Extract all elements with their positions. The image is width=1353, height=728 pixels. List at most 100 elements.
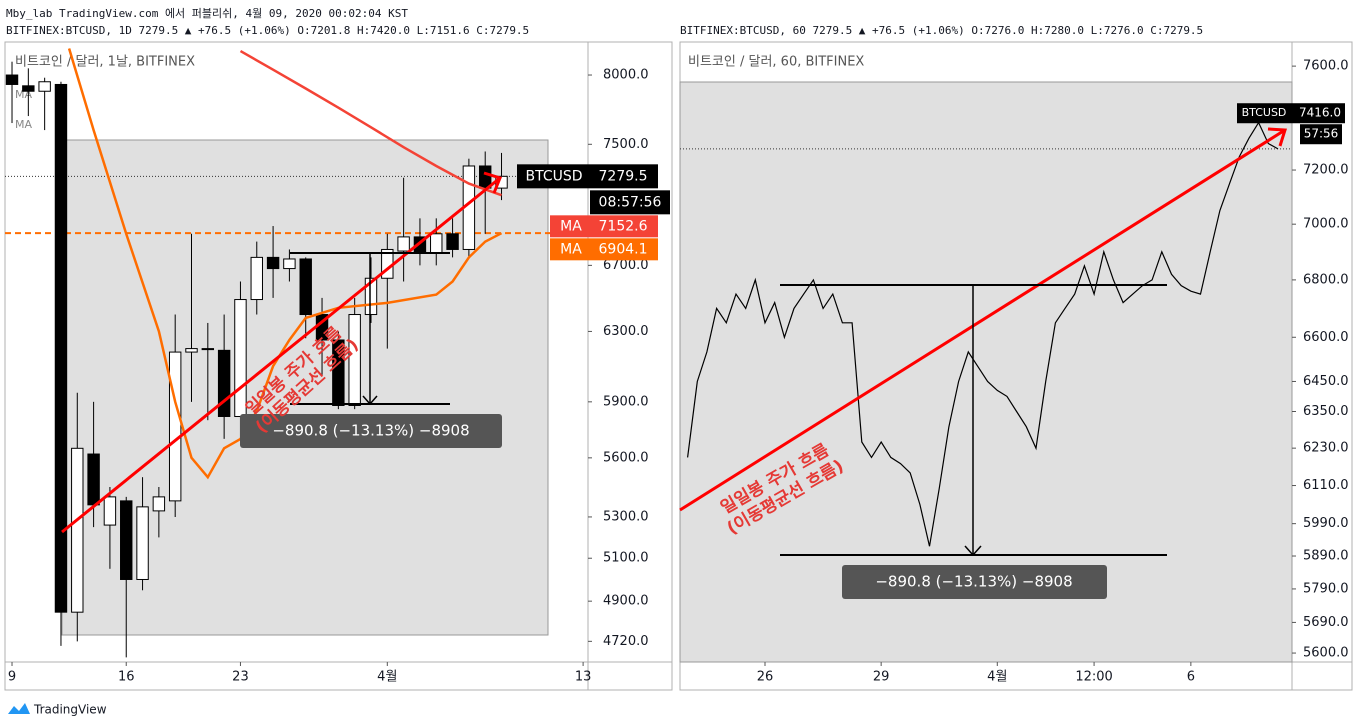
legend: 비트코인 / 달러, 60, BITFINEX bbox=[688, 55, 864, 70]
ma-tag-value: 6904.1 bbox=[599, 241, 648, 257]
ma-tag-value: 7152.6 bbox=[599, 218, 648, 234]
candle-body bbox=[430, 233, 443, 254]
symbol-line: BITFINEX:BTCUSD, 1D 7279.5 ▲ +76.5 (+1.0… bbox=[6, 24, 529, 37]
price-tag-value: 7416.0 bbox=[1299, 106, 1341, 120]
candle-body bbox=[152, 496, 166, 512]
symbol-line: BITFINEX:BTCUSD, 60 7279.5 ▲ +76.5 (+1.0… bbox=[680, 24, 1203, 37]
x-tick-label: 13 bbox=[575, 670, 592, 685]
legend-entry: MA bbox=[15, 118, 32, 131]
candle-body bbox=[234, 299, 247, 417]
candle-body bbox=[266, 256, 280, 270]
candle-body bbox=[38, 81, 51, 92]
trend-arrow bbox=[679, 128, 1286, 512]
candle-body bbox=[283, 258, 296, 270]
x-tick-label: 6 bbox=[1187, 670, 1195, 685]
y-tick-label: 5900.0 bbox=[603, 394, 649, 409]
x-tick-label: 23 bbox=[232, 670, 249, 685]
candle-body bbox=[217, 349, 231, 417]
candle-body bbox=[332, 339, 345, 406]
ma-tag-name: MA bbox=[560, 241, 582, 257]
y-tick-label: 6450.0 bbox=[1303, 374, 1349, 389]
ma-tag bbox=[550, 238, 658, 261]
candle-body bbox=[364, 277, 378, 316]
y-tick-label: 7200.0 bbox=[1303, 163, 1349, 178]
candle-body bbox=[397, 236, 410, 252]
brand: TradingView bbox=[33, 703, 107, 717]
candle-body bbox=[71, 447, 84, 613]
arrow-head bbox=[1267, 127, 1288, 147]
ma-tag-name: MA bbox=[560, 218, 582, 234]
x-tick-label: 4월 bbox=[377, 670, 397, 685]
candle-body bbox=[299, 258, 312, 316]
y-tick-label: 4900.0 bbox=[603, 594, 649, 609]
timer-tag bbox=[1300, 124, 1342, 145]
y-tick-label: 6700.0 bbox=[603, 258, 649, 273]
x-tick-label: 29 bbox=[873, 670, 890, 685]
price-tag-name: BTCUSD bbox=[525, 168, 582, 184]
timer: 57:56 bbox=[1304, 127, 1339, 141]
candle-body bbox=[250, 256, 263, 301]
measure-box bbox=[240, 414, 502, 448]
plot bbox=[680, 121, 1292, 547]
arrow-head bbox=[483, 171, 502, 194]
timer-tag bbox=[590, 190, 670, 215]
candle-body bbox=[446, 233, 459, 250]
y-tick-label: 5790.0 bbox=[1303, 581, 1349, 596]
candle-body bbox=[201, 348, 215, 351]
x-tick-label: 16 bbox=[118, 670, 135, 685]
candle-body bbox=[478, 165, 492, 189]
measure-box bbox=[842, 565, 1107, 599]
y-tick-label: 4720.0 bbox=[603, 634, 649, 649]
ma-tag bbox=[550, 215, 658, 238]
y-tick-label: 6350.0 bbox=[1303, 404, 1349, 419]
measure-arrow bbox=[362, 395, 378, 406]
y-tick-label: 5600.0 bbox=[1303, 646, 1349, 661]
logo bbox=[8, 703, 30, 714]
price-tag-name: BTCUSD bbox=[1242, 106, 1287, 119]
price-labels: 8000.0 7500.0 6700.0 6300.0 5900.0 5600.0 5300… bbox=[8, 59, 1349, 685]
x-tick-label: 4월 bbox=[987, 670, 1007, 685]
trend-arrow bbox=[61, 176, 501, 534]
candle-body bbox=[22, 85, 35, 92]
candle-body bbox=[103, 496, 117, 526]
measure-text: −890.8 (−13.13%) −8908 bbox=[272, 422, 469, 440]
y-tick-label: 5100.0 bbox=[603, 551, 649, 566]
y-tick-label: 7600.0 bbox=[1303, 59, 1349, 74]
candle-body bbox=[168, 351, 182, 502]
plot bbox=[5, 48, 588, 658]
candle-body bbox=[5, 74, 19, 85]
footer: TradingView bbox=[8, 703, 107, 717]
candle-body bbox=[87, 453, 100, 506]
price-line bbox=[687, 121, 1279, 547]
y-tick-label: 5890.0 bbox=[1303, 549, 1349, 564]
candle-body bbox=[136, 506, 149, 580]
y-tick-label: 8000.0 bbox=[603, 68, 649, 83]
timer: 08:57:56 bbox=[599, 194, 662, 210]
y-tick-label: 6230.0 bbox=[1303, 441, 1349, 456]
y-tick-label: 5990.0 bbox=[1303, 516, 1349, 531]
ma-line bbox=[67, 48, 503, 480]
candle-body bbox=[185, 348, 198, 353]
x-tick-label: 12:00 bbox=[1075, 670, 1112, 685]
y-tick-label: 5300.0 bbox=[603, 509, 649, 524]
x-tick-label: 9 bbox=[8, 670, 16, 685]
y-tick-label: 7000.0 bbox=[1303, 217, 1349, 232]
y-tick-label: 6800.0 bbox=[1303, 272, 1349, 287]
y-tick-label: 6110.0 bbox=[1303, 478, 1349, 493]
candle-body bbox=[348, 314, 361, 406]
candle-body bbox=[54, 83, 68, 613]
y-tick-label: 7500.0 bbox=[603, 137, 649, 152]
price-tag bbox=[1237, 103, 1345, 124]
candle-body bbox=[120, 500, 133, 580]
measure-text: −890.8 (−13.13%) −8908 bbox=[875, 573, 1072, 591]
measure-arrow bbox=[964, 545, 982, 557]
y-tick-label: 6600.0 bbox=[1303, 330, 1349, 345]
y-tick-label: 6300.0 bbox=[603, 324, 649, 339]
ma-line bbox=[239, 50, 502, 197]
publisher: Mby_lab TradingView.com 에서 퍼블리쉬, 4월 09, … bbox=[6, 7, 408, 20]
x-tick-label: 26 bbox=[757, 670, 774, 685]
y-tick-label: 5690.0 bbox=[1303, 615, 1349, 630]
price-tag bbox=[517, 164, 658, 189]
y-tick-label: 5600.0 bbox=[603, 450, 649, 465]
